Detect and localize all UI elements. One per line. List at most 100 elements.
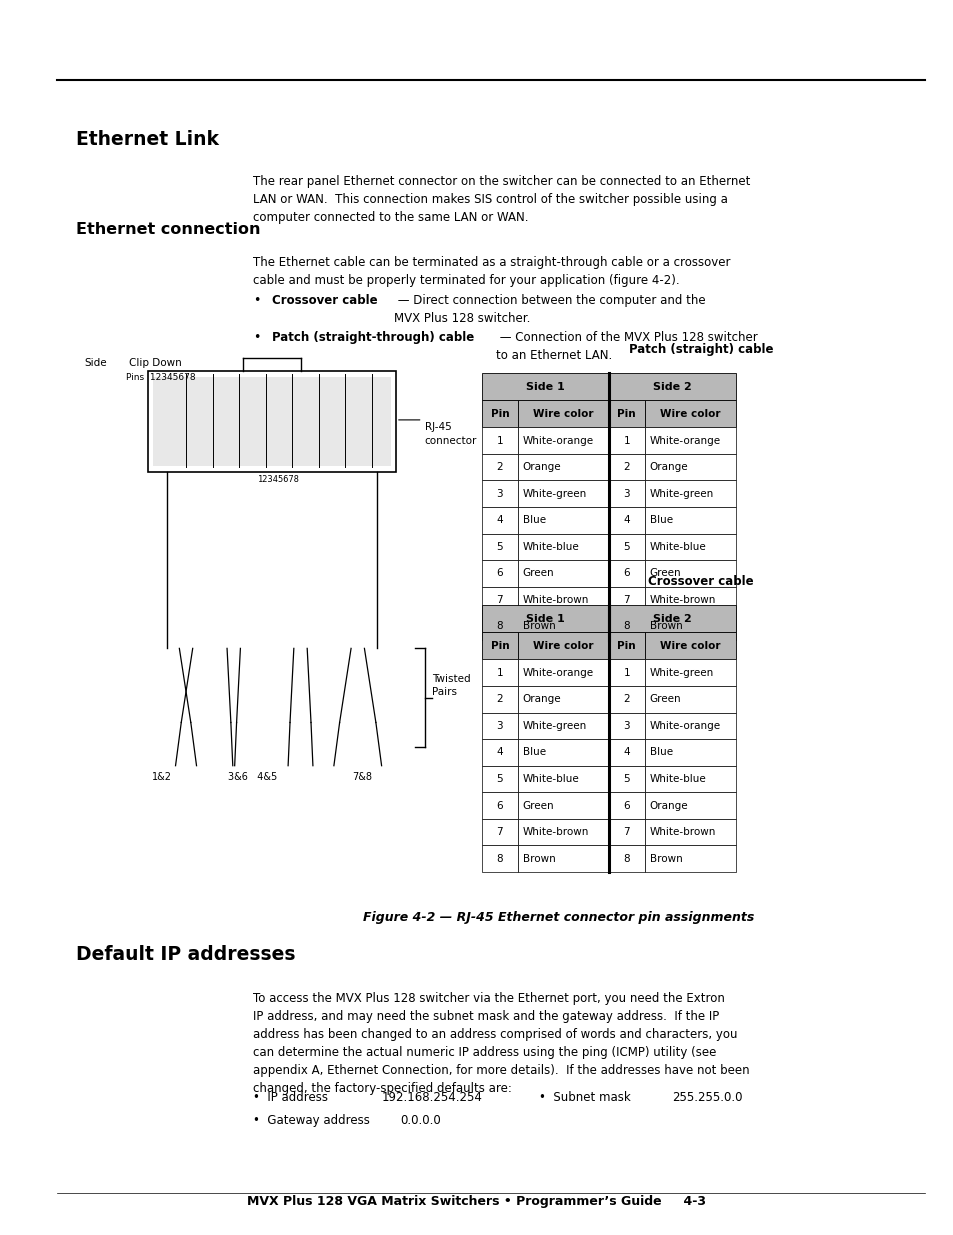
Text: Side 2: Side 2 [652,614,691,624]
Text: Crossover cable: Crossover cable [272,294,377,308]
Text: Green: Green [522,568,554,578]
Text: 5: 5 [497,774,502,784]
Text: Side: Side [84,358,107,368]
Bar [517,534,608,561]
Bar [517,561,608,587]
Text: Wire color: Wire color [659,641,720,651]
Bar [517,400,608,427]
Bar [608,508,644,534]
Text: 5: 5 [623,774,629,784]
Text: Pin: Pin [617,641,636,651]
Text: 2: 2 [623,462,629,472]
Bar [644,400,735,427]
Bar [517,846,608,872]
Text: Green: Green [522,800,554,810]
Bar [481,373,608,400]
Bar [517,766,608,793]
Bar [644,687,735,713]
Bar [481,427,517,454]
Bar [517,793,608,819]
Text: White-green: White-green [522,721,586,731]
Bar [608,713,644,739]
Bar [152,377,391,466]
Text: 7: 7 [623,595,629,605]
Text: 4: 4 [497,747,502,757]
Text: 3: 3 [497,489,502,499]
Bar [608,766,644,793]
Text: Clip Down: Clip Down [129,358,181,368]
Bar [481,632,517,659]
Bar [644,659,735,687]
Text: •  IP address: • IP address [253,1091,328,1104]
Text: Green: Green [649,568,680,578]
Text: Crossover cable: Crossover cable [648,574,753,588]
Bar [608,846,644,872]
Bar [517,480,608,508]
Text: Twisted
Pairs: Twisted Pairs [432,674,470,697]
Text: White-brown: White-brown [649,595,716,605]
Bar [481,534,517,561]
Text: White-brown: White-brown [522,827,589,837]
Text: •  Subnet mask: • Subnet mask [538,1091,630,1104]
Text: Patch (straight-through) cable: Patch (straight-through) cable [272,331,474,345]
Text: 8: 8 [497,853,502,863]
Text: The rear panel Ethernet connector on the switcher can be connected to an Etherne: The rear panel Ethernet connector on the… [253,175,749,225]
Text: White-orange: White-orange [522,668,594,678]
Text: Orange: Orange [522,694,560,704]
Bar [644,766,735,793]
Bar [608,400,644,427]
Bar [608,534,644,561]
Bar [644,508,735,534]
Bar [517,508,608,534]
Text: White-blue: White-blue [649,774,705,784]
Text: 1&2: 1&2 [152,772,172,782]
Bar [608,561,644,587]
Text: 1: 1 [497,436,502,446]
Text: Patch (straight) cable: Patch (straight) cable [628,342,773,356]
Bar [644,614,735,640]
Bar [644,713,735,739]
Text: 7: 7 [623,827,629,837]
Text: Orange: Orange [649,800,687,810]
Text: 7&8: 7&8 [353,772,372,782]
Text: Wire color: Wire color [533,641,593,651]
Text: •  Gateway address: • Gateway address [253,1114,370,1128]
Text: 2: 2 [623,694,629,704]
Bar [517,687,608,713]
Bar [644,480,735,508]
Bar [608,819,644,846]
Text: 8: 8 [623,853,629,863]
Text: Brown: Brown [649,853,681,863]
Bar [608,739,644,766]
Bar [481,739,517,766]
Text: 3&6   4&5: 3&6 4&5 [228,772,277,782]
Bar [481,614,517,640]
Bar [481,687,517,713]
Bar [148,370,395,472]
Bar [608,632,644,659]
Text: 6: 6 [497,568,502,578]
Bar [644,427,735,454]
Text: Orange: Orange [522,462,560,472]
Text: — Connection of the MVX Plus 128 switcher
to an Ethernet LAN.: — Connection of the MVX Plus 128 switche… [496,331,757,362]
Text: Blue: Blue [649,515,672,525]
Bar [481,605,608,632]
Bar [481,480,517,508]
Text: 2: 2 [497,462,502,472]
Bar [481,453,517,480]
Text: To access the MVX Plus 128 switcher via the Ethernet port, you need the Extron
I: To access the MVX Plus 128 switcher via … [253,992,749,1094]
Bar [481,713,517,739]
Bar [517,453,608,480]
Bar [644,819,735,846]
Text: •: • [253,331,260,345]
Text: The Ethernet cable can be terminated as a straight-through cable or a crossover
: The Ethernet cable can be terminated as … [253,256,730,287]
Bar [608,687,644,713]
Text: 6: 6 [623,800,629,810]
Text: 6: 6 [623,568,629,578]
Text: 3: 3 [623,721,629,731]
Text: Side 2: Side 2 [652,382,691,391]
Text: 8: 8 [623,621,629,631]
Bar [481,587,517,614]
Text: 6: 6 [497,800,502,810]
Bar [517,427,608,454]
